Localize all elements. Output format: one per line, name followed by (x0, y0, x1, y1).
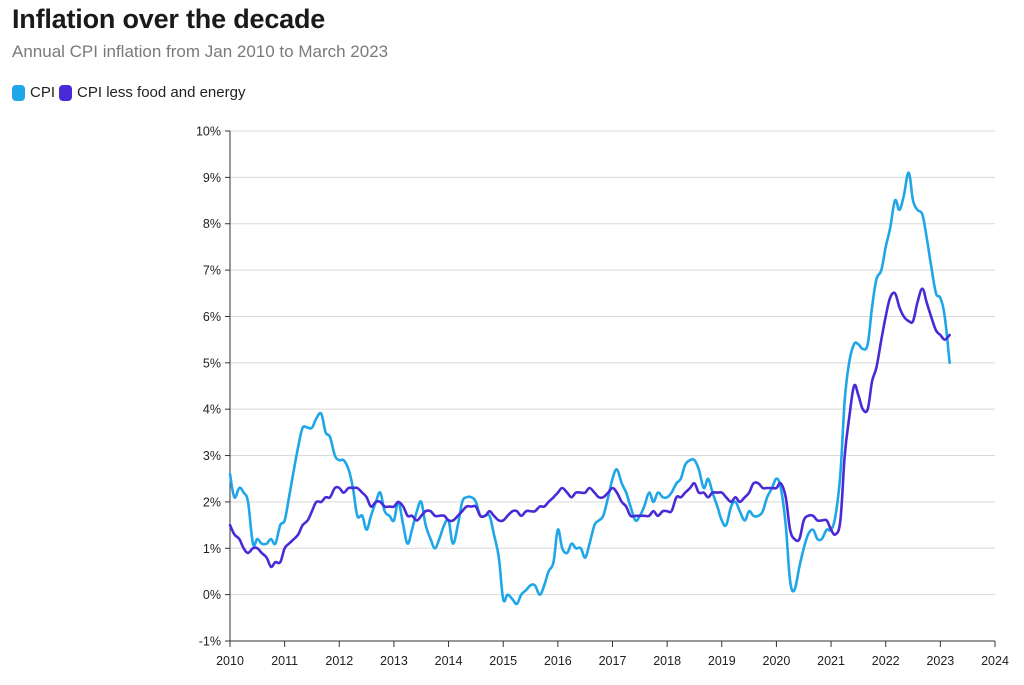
y-tick-label: 1% (203, 542, 221, 556)
y-tick-label: 8% (203, 217, 221, 231)
y-tick-label: 2% (203, 495, 221, 509)
x-tick-label: 2014 (435, 654, 463, 668)
x-tick-label: 2011 (271, 654, 298, 668)
x-tick-label: 2021 (817, 654, 845, 668)
x-tick-label: 2015 (489, 654, 517, 668)
legend-swatch-core-cpi (59, 84, 73, 101)
x-tick-label: 2018 (653, 654, 681, 668)
y-tick-label: 6% (203, 310, 221, 324)
legend-swatch-cpi (12, 84, 25, 101)
x-tick-label: 2012 (325, 654, 353, 668)
legend-label-core-cpi: CPI less food and energy (77, 84, 246, 101)
legend-label-cpi: CPI (30, 84, 56, 101)
x-axis: 2010 2011 2012 2013 2014 2015 2016 2017 2018 2019… (216, 640, 1009, 668)
x-tick-label: 2020 (763, 654, 791, 668)
x-tick-label: 2013 (380, 654, 408, 668)
chart-subtitle: Annual CPI inflation from Jan 2010 to Ma… (12, 42, 389, 61)
y-tick-label: -1% (199, 635, 221, 649)
x-tick-label: 2023 (926, 654, 954, 668)
series-line-core-cpi (228, 287, 951, 569)
y-tick-label: 7% (203, 264, 221, 278)
legend: CPI CPI less food and energy (12, 84, 249, 101)
series-lines (228, 171, 951, 606)
y-tick-label: 9% (203, 171, 221, 185)
y-tick-label: 5% (203, 356, 221, 370)
gridlines (230, 130, 995, 642)
y-tick-label: 4% (203, 403, 221, 417)
y-tick-label: 0% (203, 588, 221, 602)
legend-item-core-cpi[interactable]: CPI less food and energy (59, 84, 245, 101)
x-tick-label: 2022 (872, 654, 900, 668)
x-tick-label: 2016 (544, 654, 572, 668)
x-tick-label: 2019 (708, 654, 736, 668)
x-tick-label: 2010 (216, 654, 244, 668)
x-tick-label: 2017 (599, 654, 627, 668)
y-tick-label: 10% (196, 125, 221, 139)
chart-title: Inflation over the decade (12, 4, 326, 34)
series-line-cpi (228, 171, 951, 606)
y-axis: -1% 0% 1% 2% 3% 4% 5% 6% 7% 8% 9% 10% (196, 125, 231, 649)
y-tick-label: 3% (203, 449, 221, 463)
x-tick-label: 2024 (981, 654, 1009, 668)
legend-item-cpi[interactable]: CPI (12, 84, 55, 101)
